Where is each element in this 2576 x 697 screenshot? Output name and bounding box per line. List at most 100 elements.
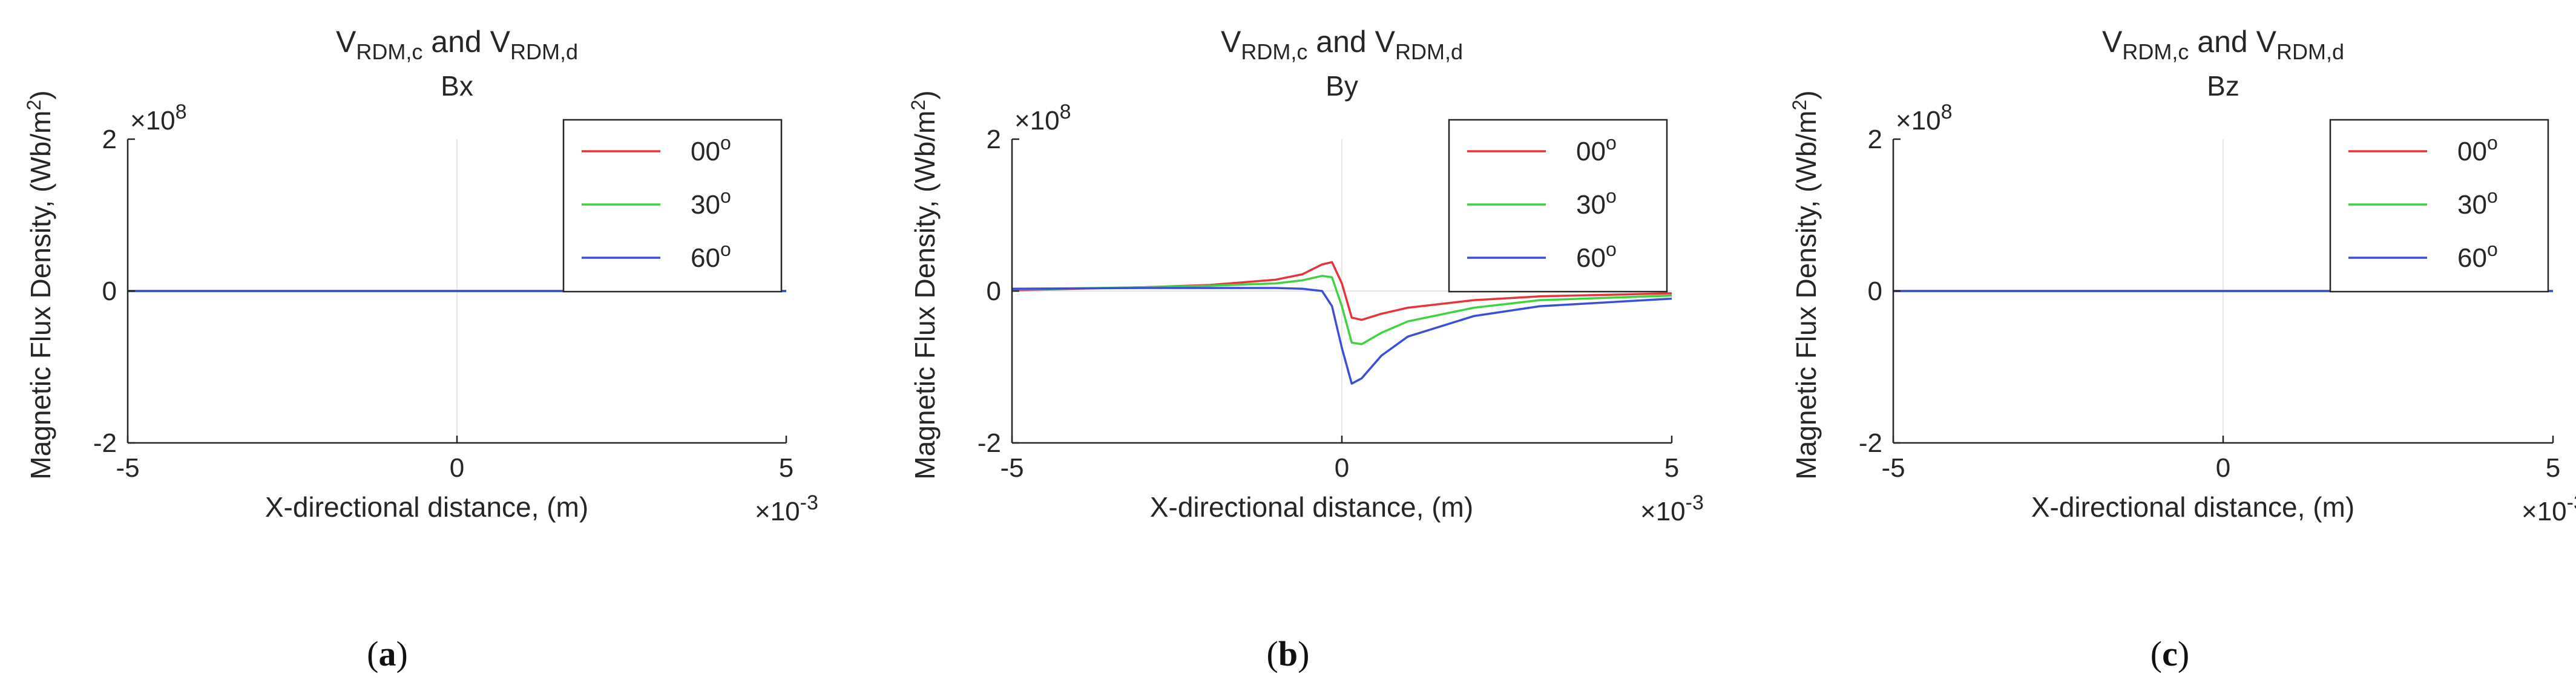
caption-open-paren: ( [367,634,378,673]
y-label-superscript: 2 [23,100,45,111]
y-axis-label: Magnetic Flux Density, (Wb/m2) [1789,90,1822,479]
x-tick-label: 0 [2216,453,2230,483]
x-tick-label: 5 [2546,453,2560,483]
legend-box [1448,119,1668,293]
y-axis-label: Magnetic Flux Density, (Wb/m2) [907,90,941,479]
y-exponent-power: 8 [1060,100,1071,123]
x-exponent-label: ×10-3 [755,491,818,526]
y-tick-label: -2 [1859,428,1882,458]
y-label-text: Magnetic Flux Density, (Wb/m [909,111,941,480]
y-tick-label: -2 [93,428,117,458]
series-line-00 [1011,261,1672,321]
y-label-superscript: 2 [907,100,929,111]
caption-close-paren: ) [2178,634,2189,673]
caption-letter: c [2162,634,2178,673]
y-label-text: Magnetic Flux Density, (Wb/m [25,111,56,480]
legend-label-00: 00o [691,132,731,166]
y-exponent-base: ×10 [130,106,176,136]
y-exponent-base: ×10 [1014,106,1060,136]
panel-caption: (c) [2150,634,2189,673]
legend-label-value: 30 [691,190,720,220]
caption-open-paren: ( [1267,634,1278,673]
y-label-end: ) [909,90,941,99]
title-part: and V [422,25,510,59]
legend-label-value: 00 [2457,137,2487,166]
series-line-60 [1011,287,1672,385]
x-tick-label: 0 [450,453,464,483]
legend-label-degree: o [720,238,731,260]
chart-subtitle: Bx [441,70,473,102]
y-label-text: Magnetic Flux Density, (Wb/m [1790,111,1822,480]
legend-label-value: 60 [1576,243,1606,273]
y-tick-label: 0 [987,277,1001,306]
x-tick-label: -5 [1000,453,1024,483]
legend-label-degree: o [2487,132,2498,154]
legend-label-degree: o [1606,185,1617,207]
x-exponent-base: ×10 [755,497,800,526]
y-tick-label: 2 [102,125,117,154]
x-axis-label: X-directional distance, (m) [1150,491,1473,523]
legend-label-degree: o [2487,238,2498,260]
y-tick-label: 2 [987,125,1001,154]
caption-letter: b [1278,634,1298,673]
y-exponent-label: ×108 [1014,100,1071,136]
legend-label-degree: o [1606,238,1617,260]
legend-label-degree: o [1606,132,1617,154]
x-tick-label: 0 [1335,453,1349,483]
y-tick-label: 2 [1868,125,1882,154]
title-part: V [2102,25,2123,59]
chart-title: VRDM,c and VRDM,d [2102,25,2344,64]
title-subscript: RDM,d [2276,39,2344,64]
y-label-end: ) [25,90,56,99]
title-part: V [1221,25,1241,59]
y-exponent-power: 8 [1941,100,1953,123]
chart-subtitle: By [1326,70,1358,102]
title-part: and V [2189,25,2276,59]
y-tick-label: 0 [1868,277,1882,306]
caption-close-paren: ) [1298,634,1309,673]
y-label-superscript: 2 [1789,100,1810,111]
caption-letter: a [379,634,396,673]
y-tick-label: -2 [978,428,1001,458]
title-subscript: RDM,d [510,39,578,64]
legend-label-60: 60o [1576,238,1617,273]
legend-label-30: 30o [691,185,731,220]
x-axis-label: X-directional distance, (m) [2031,491,2354,523]
legend-label-30: 30o [1576,185,1617,220]
legend-label-00: 00o [1576,132,1617,166]
legend-label-value: 60 [691,243,720,273]
caption-open-paren: ( [2150,634,2162,673]
x-exponent-base: ×10 [1640,497,1686,526]
y-exponent-base: ×10 [1896,106,1941,136]
panel-caption: (b) [1267,634,1310,673]
chart-title: VRDM,c and VRDM,d [1221,25,1463,64]
y-exponent-label: ×108 [1896,100,1953,136]
legend-label-value: 00 [691,137,720,166]
caption-close-paren: ) [396,634,408,673]
title-subscript: RDM,c [2122,39,2189,64]
x-exponent-label: ×10-3 [1640,491,1704,526]
legend-label-value: 30 [2457,190,2487,220]
title-part: V [336,25,356,59]
title-subscript: RDM,c [1241,39,1307,64]
legend-label-30: 30o [2457,185,2498,220]
y-axis-label: Magnetic Flux Density, (Wb/m2) [23,90,56,479]
x-tick-label: -5 [116,453,139,483]
x-exponent-label: ×10-3 [2522,491,2576,526]
panel-caption: (a) [367,634,408,673]
legend-label-degree: o [720,185,731,207]
legend-box [562,119,783,293]
x-exponent-base: ×10 [2522,497,2567,526]
x-axis-label: X-directional distance, (m) [265,491,588,523]
legend-label-value: 60 [2457,243,2487,273]
legend-label-value: 30 [1576,190,1606,220]
x-tick-label: 5 [1664,453,1679,483]
legend-label-degree: o [2487,185,2498,207]
y-tick-label: 0 [102,277,117,306]
legend-label-value: 00 [1576,137,1606,166]
y-exponent-power: 8 [176,100,187,123]
y-exponent-label: ×108 [130,100,187,136]
